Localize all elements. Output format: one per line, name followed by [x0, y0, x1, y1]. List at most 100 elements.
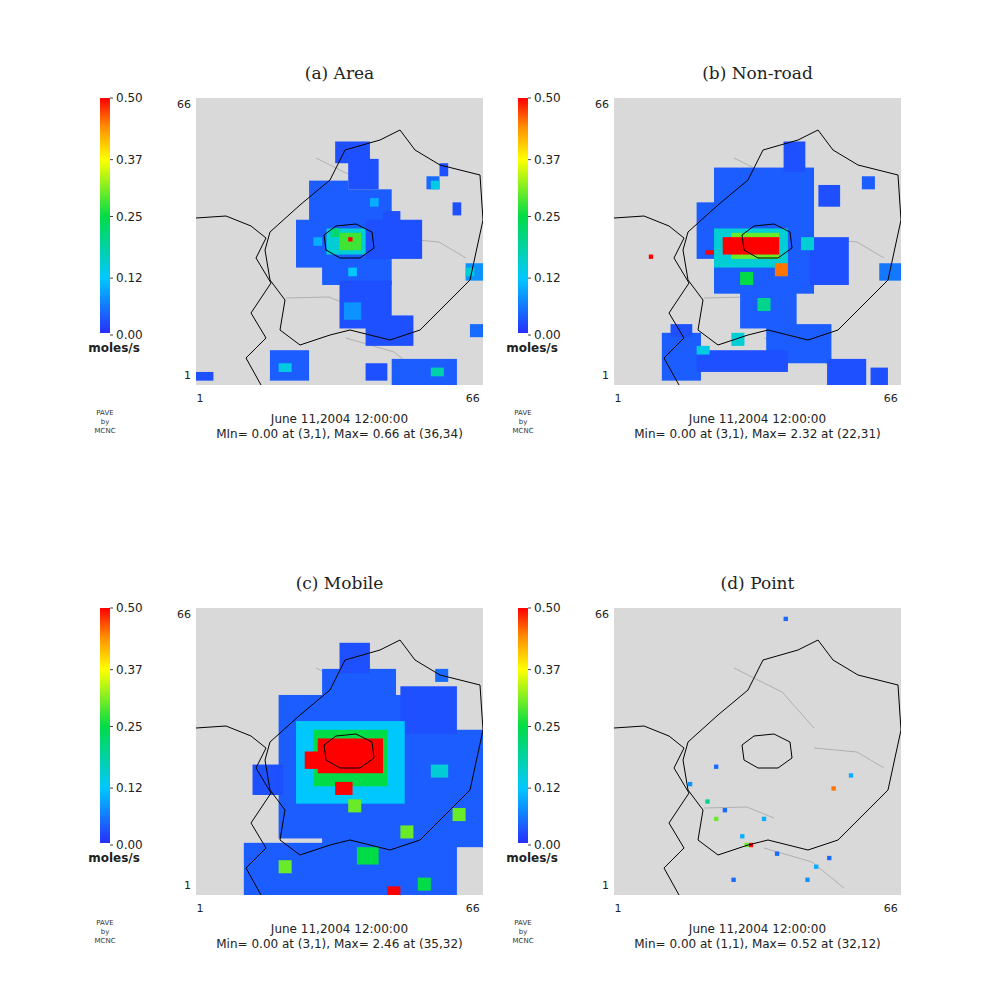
- grid-cell: [279, 363, 292, 372]
- footer-text: June 11,2004 12:00:00: [688, 412, 826, 426]
- outlines: [614, 640, 901, 895]
- colorbar-tick: [110, 726, 113, 727]
- credit-text: PAVE: [514, 409, 531, 417]
- x-tick-label: 1: [615, 392, 622, 405]
- colorbar-tick: [528, 98, 531, 99]
- x-tick-label: 66: [466, 902, 480, 915]
- grid-cell: [740, 272, 753, 285]
- x-tick-label: 66: [466, 392, 480, 405]
- cells: [244, 643, 483, 895]
- grid-cell: [400, 686, 457, 734]
- grid-cell: [322, 834, 457, 895]
- y-tick-label: 1: [602, 369, 609, 382]
- grid-cell: [775, 263, 788, 276]
- grid-cell: [705, 250, 714, 254]
- colorbar-tick-label: 0.50: [534, 601, 561, 615]
- colorbar-unit: moles/s: [88, 341, 140, 355]
- footer-text: June 11,2004 12:00:00: [688, 922, 826, 936]
- grid-cell: [871, 368, 888, 385]
- boundary-line: [324, 224, 374, 258]
- grid-cell: [270, 350, 309, 380]
- grid-cell: [731, 333, 744, 346]
- colorbar-unit: moles/s: [506, 851, 558, 865]
- colorbar-tick-label: 0.00: [116, 328, 143, 342]
- grid-cell: [348, 159, 378, 189]
- footer-text: MIn= 0.00 at (3,1), Max= 0.66 at (36,34): [216, 427, 463, 441]
- boundary-line: [196, 216, 271, 385]
- colorbar-unit: moles/s: [506, 341, 558, 355]
- grid-cell: [775, 852, 779, 856]
- y-tick-label: 66: [177, 98, 191, 111]
- outlines: [196, 130, 483, 385]
- grid-cell: [466, 268, 475, 277]
- grid-cell: [366, 363, 388, 380]
- colorbar-tick: [528, 845, 531, 846]
- grid-cell: [431, 765, 448, 778]
- colorbar-tick-label: 0.00: [534, 838, 561, 852]
- grid-cell: [818, 185, 840, 207]
- colorbar: [518, 608, 528, 845]
- boundary-line: [683, 130, 901, 345]
- credit-text: MCNC: [512, 427, 533, 435]
- panel-title: (a) Area: [305, 63, 374, 83]
- colorbar-tick-label: 0.12: [116, 781, 143, 795]
- grid-cell: [827, 359, 866, 385]
- boundaries: [704, 158, 884, 378]
- grid-cell: [714, 228, 788, 267]
- y-tick-label: 66: [177, 608, 191, 621]
- colorbar-tick-label: 0.37: [534, 663, 561, 677]
- grid-cell: [731, 878, 735, 882]
- colorbar-tick-label: 0.25: [116, 210, 143, 224]
- grid-cell: [431, 368, 444, 377]
- colorbar-tick: [110, 159, 113, 160]
- grid-cell: [426, 176, 439, 189]
- boundaries: [704, 668, 884, 888]
- colorbar-tick: [528, 788, 531, 789]
- grid-cell: [400, 825, 413, 838]
- credit-text: MCNC: [512, 937, 533, 945]
- grid-cell: [705, 799, 709, 803]
- colorbar-tick: [110, 608, 113, 609]
- map-background: [614, 98, 901, 385]
- colorbar-zero: [100, 843, 110, 845]
- boundary-line: [704, 807, 774, 818]
- grid-cell: [370, 198, 379, 207]
- boundary-line: [742, 734, 792, 768]
- colorbar-tick-label: 0.12: [534, 781, 561, 795]
- colorbar-unit: moles/s: [88, 851, 140, 865]
- colorbar-tick-label: 0.00: [534, 328, 561, 342]
- grid-cell: [366, 315, 414, 345]
- boundary-line: [324, 734, 374, 768]
- boundary-line: [265, 130, 483, 345]
- colorbar-tick: [110, 216, 113, 217]
- colorbar-tick-label: 0.37: [116, 663, 143, 677]
- x-tick-label: 1: [615, 902, 622, 915]
- boundary-line: [734, 668, 814, 728]
- grid-cell: [348, 799, 361, 812]
- boundary-line: [764, 848, 844, 888]
- panel-title: (b) Non-road: [702, 63, 813, 83]
- grid-cell: [348, 268, 357, 277]
- colorbar-tick: [110, 669, 113, 670]
- credit-text: MCNC: [94, 427, 115, 435]
- grid-cell: [723, 237, 780, 254]
- colorbar-tick: [110, 278, 113, 279]
- grid-cell: [827, 856, 831, 860]
- grid-cell: [649, 255, 653, 259]
- map-background: [196, 98, 483, 385]
- grid-cell: [714, 765, 718, 769]
- cells: [196, 141, 483, 385]
- y-tick-label: 66: [595, 608, 609, 621]
- grid-cell: [801, 237, 814, 250]
- colorbar: [100, 98, 110, 335]
- colorbar-tick-label: 0.37: [534, 153, 561, 167]
- grid-cell: [784, 141, 806, 171]
- grid-cell: [740, 834, 744, 838]
- x-tick-label: 66: [884, 392, 898, 405]
- grid-cell: [470, 324, 483, 337]
- boundary-line: [742, 224, 792, 258]
- colorbar-zero: [518, 843, 528, 845]
- grid-cell: [296, 721, 405, 804]
- colorbar-zero: [100, 333, 110, 335]
- grid-cell: [196, 372, 213, 381]
